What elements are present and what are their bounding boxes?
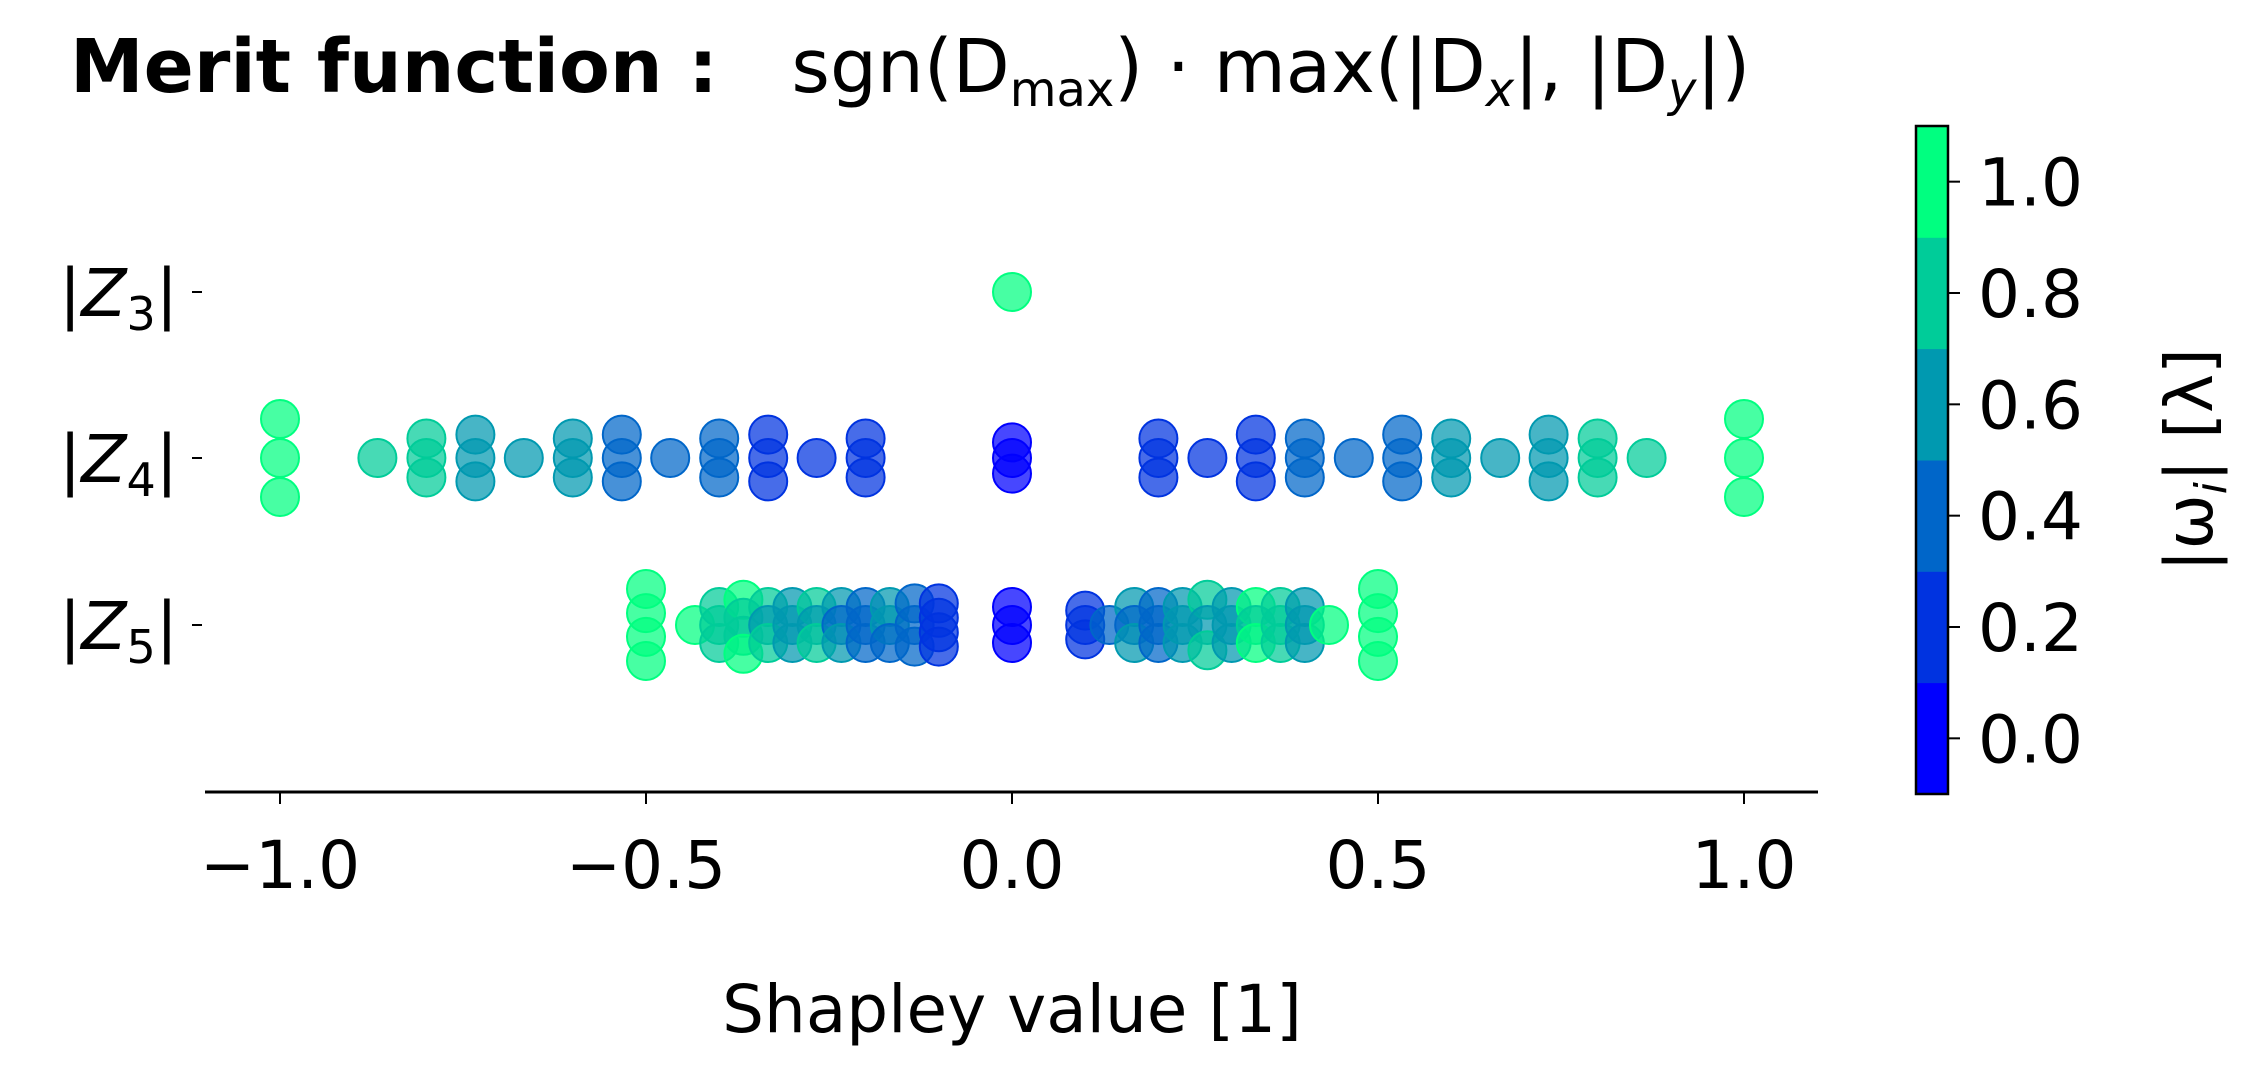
y-tick-label: |Z3| [59, 255, 178, 341]
colorbar-tick-label: 0.0 [1978, 701, 2083, 778]
colorbar-frame [1914, 124, 1950, 796]
scatter-point [260, 438, 300, 478]
colorbar: 0.0 0.2 0.4 0.6 0.8 1.0 [1914, 124, 2083, 796]
title-bold: Merit function : [70, 24, 718, 110]
scatter-point [1724, 477, 1764, 517]
colorbar-tick-label: 0.8 [1978, 256, 2083, 333]
scatter-point [1724, 438, 1764, 478]
colorbar-tick-label: 1.0 [1978, 145, 2083, 222]
scatter-point [601, 461, 642, 502]
y-axis-labels: |Z3| |Z4| |Z5| [59, 255, 202, 674]
colorbar-tick-label: 0.6 [1978, 367, 2083, 444]
scatter-point [552, 457, 593, 498]
scatter-point [845, 457, 886, 498]
colorbar-band [1916, 460, 1948, 572]
scatter-point [1358, 641, 1398, 681]
scatter-point [1431, 457, 1472, 498]
colorbar-band [1916, 126, 1948, 238]
colorbar-tick-label: 0.2 [1978, 590, 2083, 667]
chart-title: Merit function : sgn(Dmax) · max(|Dx|, |… [70, 24, 1750, 118]
scatter-point [1528, 461, 1569, 502]
scatter-point [1187, 438, 1228, 478]
colorbar-tick-label: 0.4 [1978, 479, 2083, 556]
scatter-points [260, 272, 1764, 681]
colorbar-band [1916, 682, 1948, 795]
colorbar-band [1916, 571, 1948, 684]
scatter-point [455, 461, 496, 502]
scatter-point [260, 477, 300, 517]
scatter-point [260, 399, 300, 439]
colorbar-band [1916, 237, 1948, 350]
colorbar-band [1916, 348, 1948, 461]
scatter-point [1284, 457, 1325, 498]
scatter-point [503, 438, 544, 478]
scatter-point [406, 457, 447, 498]
scatter-point [1382, 461, 1423, 502]
scatter-point [626, 641, 666, 681]
scatter-point [748, 461, 789, 502]
scatter-point [992, 623, 1032, 663]
scatter-point [1309, 605, 1349, 645]
scatter-point [1138, 457, 1179, 498]
scatter-point [796, 438, 837, 478]
y-tick-label: |Z5| [59, 588, 178, 674]
x-tick-label: −1.0 [200, 827, 360, 904]
scatter-point [918, 626, 959, 667]
scatter-point [1480, 438, 1521, 478]
scatter-point [1577, 457, 1618, 498]
scatter-point [1626, 438, 1667, 478]
x-tick-label: 1.0 [1692, 827, 1797, 904]
scatter-point [992, 272, 1032, 312]
scatter-point [699, 457, 740, 498]
scatter-point [1724, 399, 1764, 439]
y-tick-label: |Z4| [59, 421, 178, 507]
scatter-point [1333, 438, 1374, 478]
scatter-point [357, 438, 398, 478]
x-axis-label: Shapley value [1] [722, 971, 1302, 1048]
x-tick-label: −0.5 [566, 827, 726, 904]
colorbar-label: |ωi| [λ] [2151, 348, 2237, 572]
x-tick-label: 0.5 [1326, 827, 1431, 904]
scatter-point [650, 438, 691, 478]
scatter-point [992, 453, 1032, 494]
x-tick-label: 0.0 [960, 827, 1065, 904]
x-axis-ticks: −1.0 −0.5 0.0 0.5 1.0 [200, 792, 1797, 904]
scatter-point [1235, 461, 1276, 502]
